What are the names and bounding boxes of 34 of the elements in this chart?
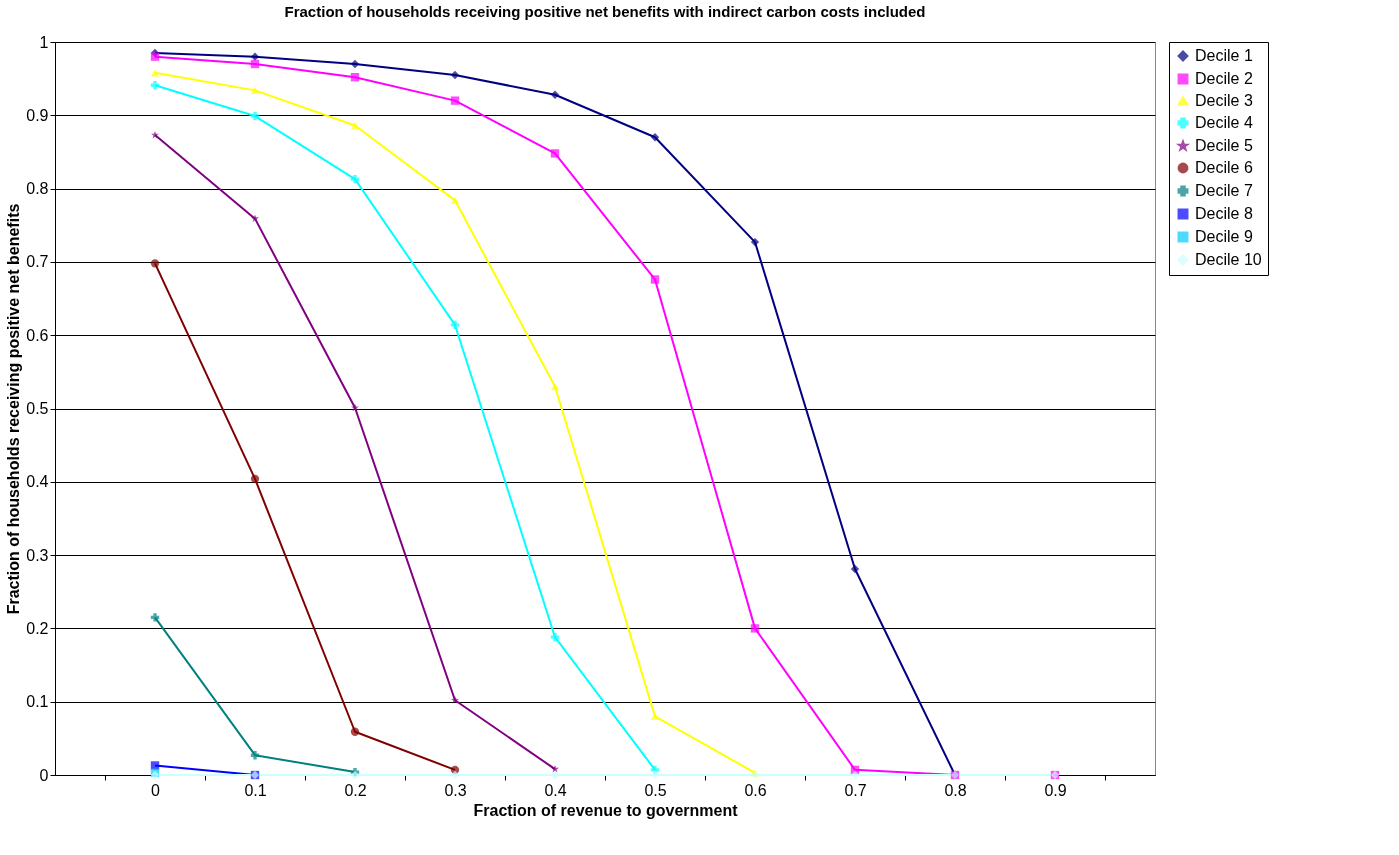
legend-label: Decile 6 [1195,159,1253,176]
x-tick-label: 0.6 [744,781,767,799]
x-tick-label: 0.9 [1044,781,1067,799]
y-tick-label: 1 [39,33,49,51]
legend-label: Decile 10 [1195,251,1262,268]
y-tick-label: 0.9 [26,106,49,124]
legend-label: Decile 8 [1195,205,1253,222]
chart-title: Fraction of households receiving positive net benefits with indirect carbon costs included [284,3,926,20]
legend-label: Decile 3 [1195,92,1253,109]
y-tick-label: 0.2 [26,619,49,637]
y-tick-label: 0.3 [26,546,49,564]
x-tick-label: 0 [151,781,161,799]
y-axis-title: Fraction of households receiving positive net benefits [5,203,23,615]
x-tick-label: 0.7 [844,781,867,799]
legend-label: Decile 7 [1195,182,1253,199]
legend-label: Decile 4 [1195,114,1253,131]
x-tick-label: 0.8 [944,781,967,799]
legend-label: Decile 5 [1195,137,1253,154]
y-tick-label: 0 [39,766,49,784]
y-tick-label: 0.1 [26,693,49,711]
legend-label: Decile 1 [1195,47,1253,64]
legend-label: Decile 2 [1195,70,1253,87]
y-tick-label: 0.8 [26,180,49,198]
x-tick-label: 0.5 [644,781,667,799]
legend-label: Decile 9 [1195,228,1253,245]
y-tick-label: 0.4 [26,473,49,491]
x-tick-label: 0.1 [244,781,267,799]
x-axis-title: Fraction of revenue to government [473,801,739,819]
y-tick-label: 0.7 [26,253,49,271]
x-tick-label: 0.2 [344,781,367,799]
x-tick-label: 0.3 [444,781,467,799]
y-tick-label: 0.5 [26,400,49,417]
x-tick-label: 0.4 [544,781,567,799]
y-tick-label: 0.6 [26,326,49,344]
